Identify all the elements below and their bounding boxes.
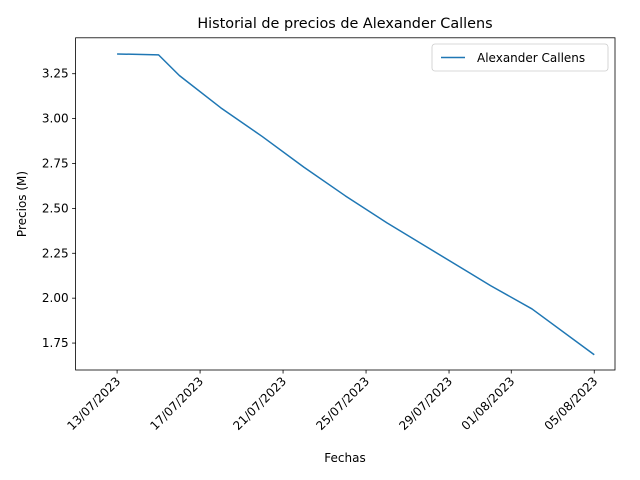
legend-label: Alexander Callens bbox=[477, 51, 585, 65]
y-tick-label: 2.25 bbox=[42, 246, 69, 260]
x-tick-label: 25/07/2023 bbox=[313, 374, 372, 433]
x-tick-label: 05/08/2023 bbox=[542, 374, 601, 433]
x-tick-label: 29/07/2023 bbox=[396, 374, 455, 433]
y-axis-label: Precios (M) bbox=[15, 171, 29, 237]
y-tick-label: 2.75 bbox=[42, 156, 69, 170]
axes-frame bbox=[75, 37, 616, 371]
y-tick-label: 2.50 bbox=[42, 201, 69, 215]
x-tick-label: 21/07/2023 bbox=[230, 374, 289, 433]
x-tick-label: 13/07/2023 bbox=[64, 374, 123, 433]
y-tick-label: 1.75 bbox=[42, 336, 69, 350]
chart-title: Historial de precios de Alexander Callen… bbox=[197, 16, 492, 32]
y-tick-label: 3.00 bbox=[42, 112, 69, 126]
legend: Alexander Callens bbox=[431, 43, 609, 72]
y-axis-ticks: 1.75 2.00 2.25 2.50 2.75 3.00 3.25 bbox=[42, 67, 76, 350]
series-line bbox=[117, 53, 595, 356]
y-tick-label: 3.25 bbox=[42, 67, 69, 81]
x-axis-label: Fechas bbox=[324, 451, 365, 465]
x-tick-label: 01/08/2023 bbox=[459, 374, 518, 433]
legend-box bbox=[431, 43, 609, 72]
x-axis-ticks: 13/07/2023 17/07/2023 21/07/2023 25/07/2023… bbox=[64, 370, 600, 433]
y-tick-label: 2.00 bbox=[42, 291, 69, 305]
x-tick-label: 17/07/2023 bbox=[147, 374, 206, 433]
plot-area bbox=[117, 53, 595, 356]
